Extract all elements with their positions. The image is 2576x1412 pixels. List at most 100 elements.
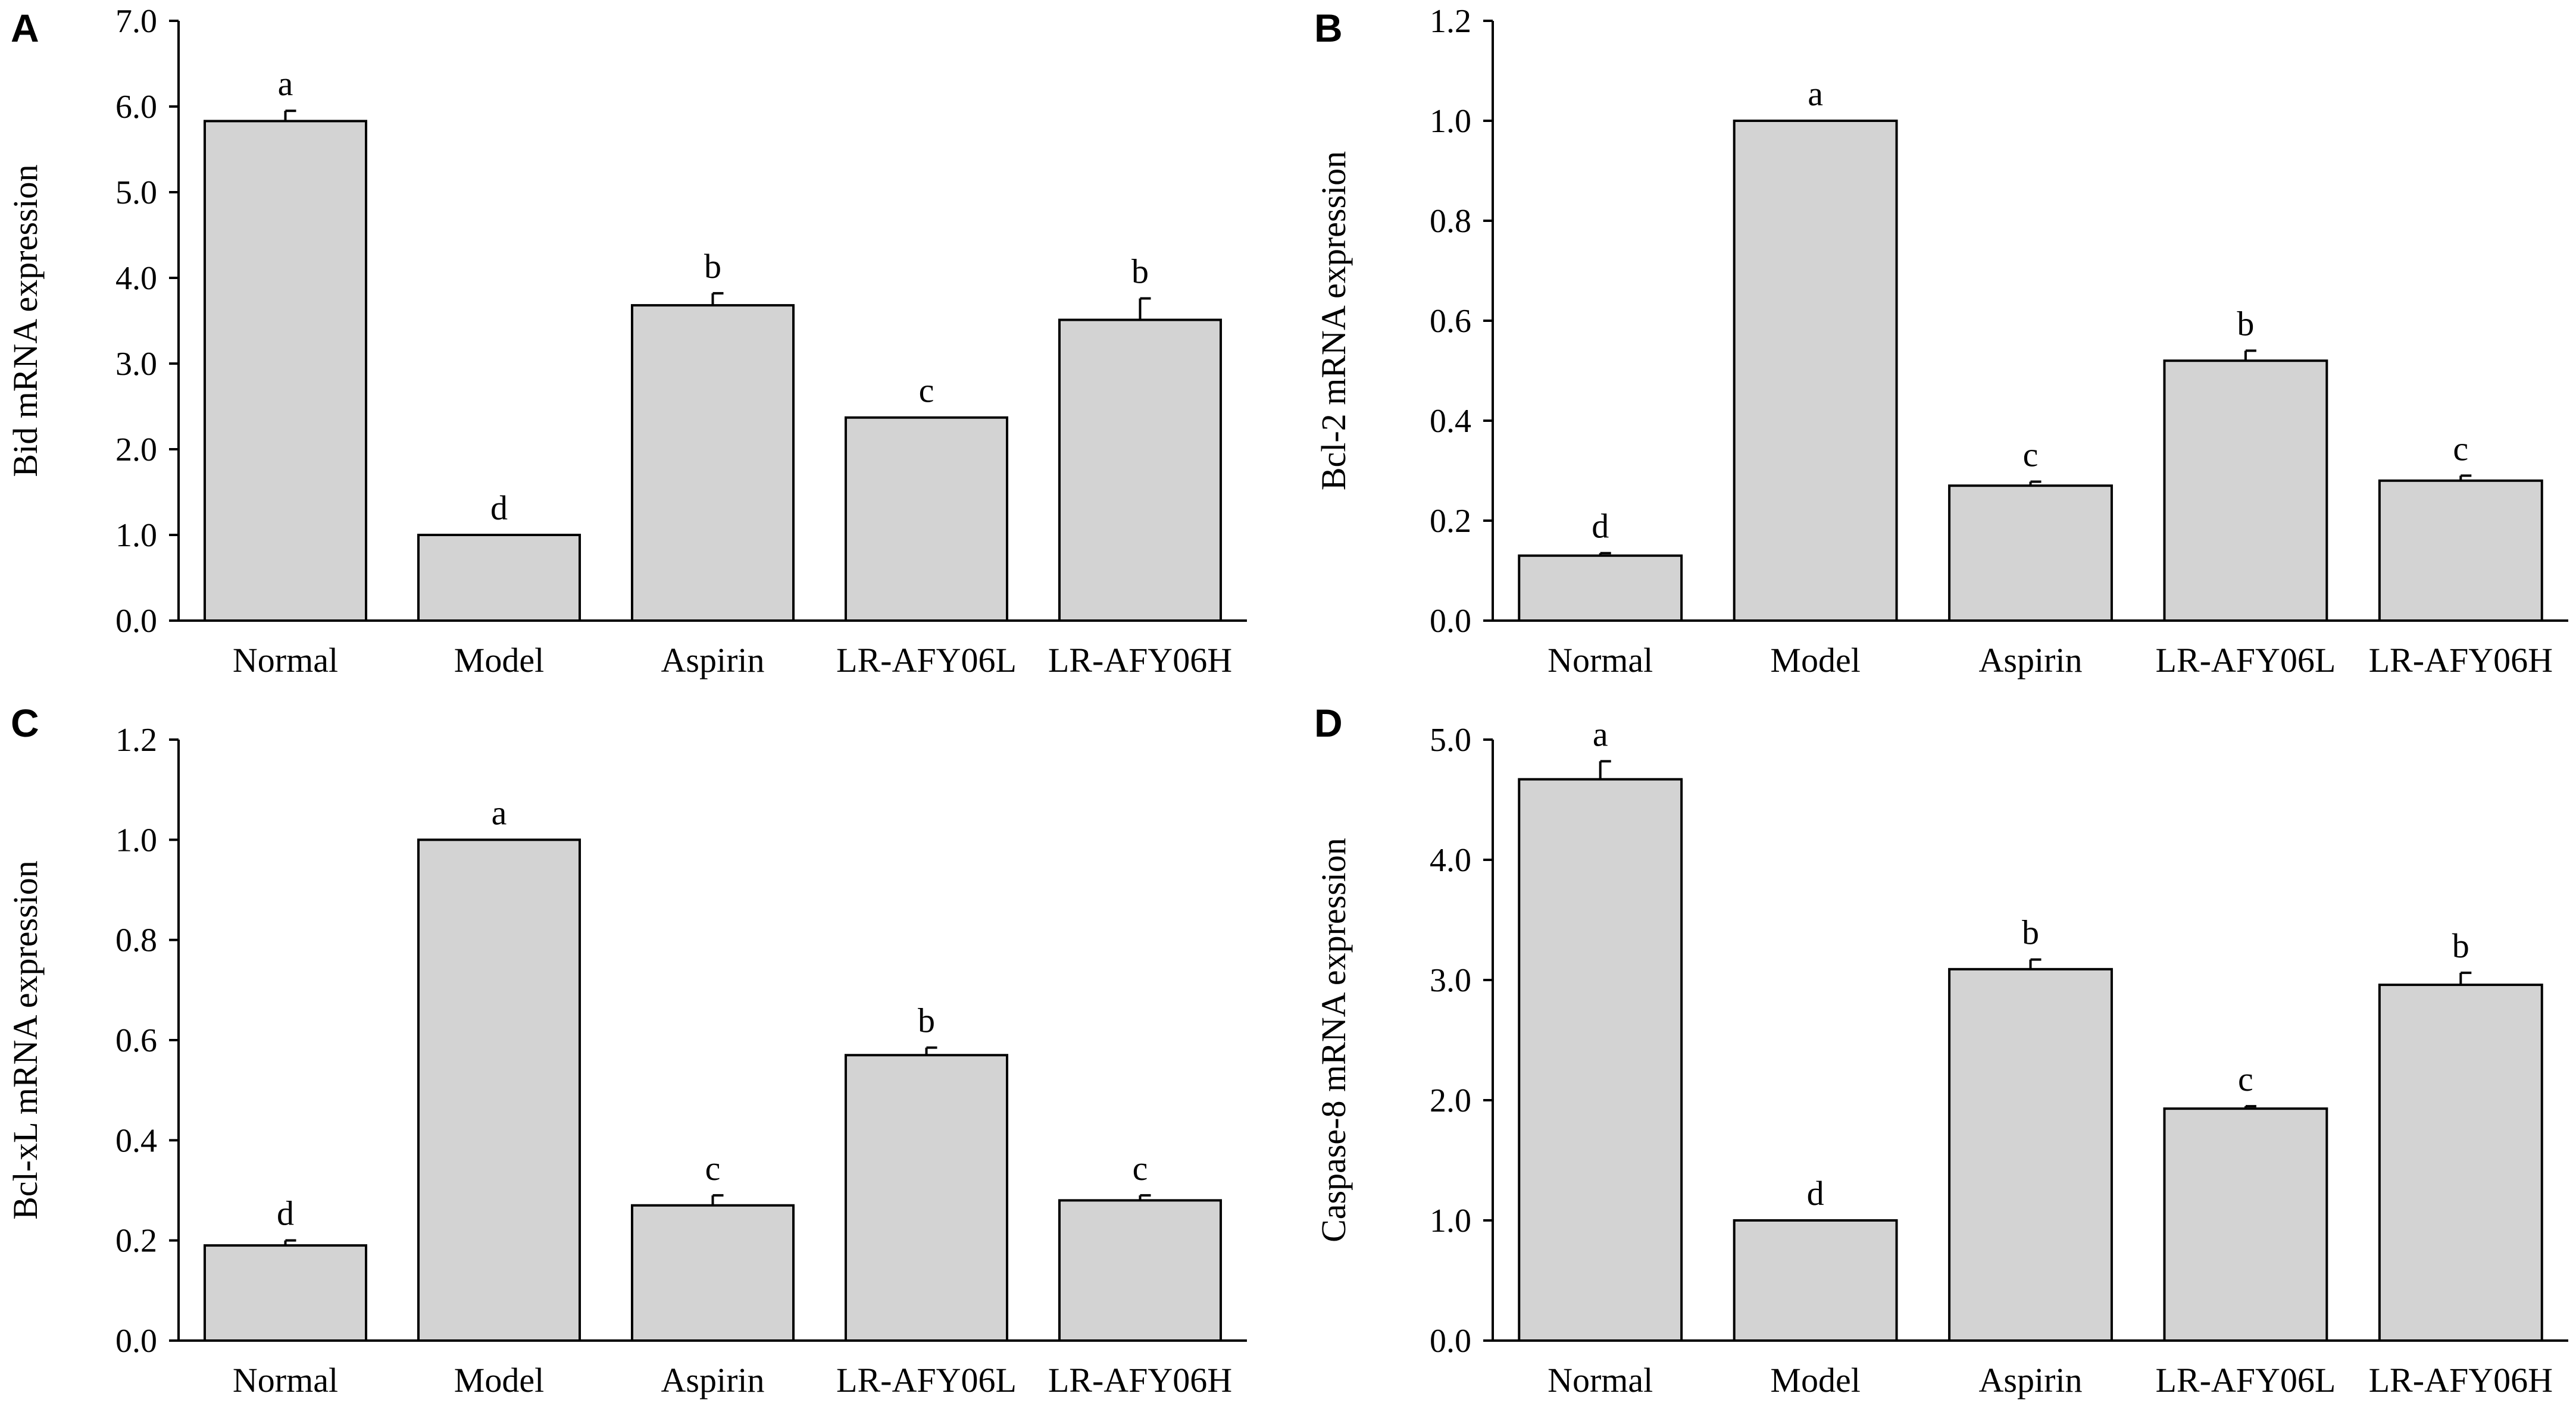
bar-aspirin: [630, 304, 795, 622]
x-tick-label: Model: [1770, 641, 1860, 680]
chart-panel-d: D 0.0 1.0 2.0 3.0 4.0 5.0 Caspase-8 mRNA expres…: [1314, 701, 2568, 1400]
bar-model: [417, 534, 582, 622]
y-tick-label: 5.0: [115, 174, 157, 211]
x-tick-label: Model: [1770, 1361, 1860, 1400]
x-tick-label: Aspirin: [1979, 1361, 2083, 1400]
y-tick-label: 1.0: [115, 822, 157, 859]
x-tick-label: Aspirin: [1979, 641, 2083, 680]
panel-letter: A: [11, 6, 39, 50]
y-tick-label: 0.6: [1430, 303, 1471, 340]
significance-letter: b: [2452, 926, 2469, 965]
y-tick-label: 0.8: [1430, 203, 1471, 240]
bar-model: [1733, 1219, 1898, 1342]
x-tick-label: LR-AFY06H: [2369, 641, 2553, 680]
y-tick-label: 2.0: [115, 431, 157, 468]
significance-letter: a: [1593, 715, 1608, 753]
y-tick-label: 4.0: [115, 260, 157, 297]
y-tick-label: 0.2: [1430, 503, 1471, 540]
significance-letter: c: [919, 371, 934, 410]
significance-letter: a: [492, 793, 507, 832]
significance-letter: b: [918, 1001, 935, 1040]
x-tick-label: LR-AFY06L: [836, 641, 1017, 680]
significance-letter: b: [1131, 252, 1149, 291]
y-tick-label: 5.0: [1430, 722, 1471, 759]
y-tick-label: 0.6: [115, 1022, 157, 1059]
bar-aspirin: [1948, 484, 2113, 622]
significance-letter: d: [490, 489, 508, 527]
bar-aspirin: [1948, 968, 2113, 1342]
x-tick-label: LR-AFY06H: [1048, 641, 1232, 680]
bar-model: [1733, 120, 1898, 622]
x-tick-label: Aspirin: [661, 1361, 765, 1400]
significance-letter: a: [1808, 74, 1823, 113]
significance-letter: c: [2023, 435, 2039, 474]
y-tick-label: 7.0: [115, 3, 157, 40]
y-tick-label: 0.0: [1430, 1323, 1471, 1360]
bar-lr-afy06l: [2163, 359, 2328, 622]
panel-letter: B: [1314, 6, 1343, 50]
x-tick-label: Aspirin: [661, 641, 765, 680]
bar-normal: [203, 120, 368, 622]
y-tick-label: 0.0: [115, 603, 157, 640]
x-tick-label: Normal: [233, 1361, 338, 1400]
significance-letter: c: [705, 1149, 721, 1188]
bar-model: [417, 838, 582, 1342]
x-tick-label: LR-AFY06L: [2155, 641, 2336, 680]
y-axis-title: Bid mRNA expression: [6, 164, 45, 477]
x-tick-label: LR-AFY06H: [1048, 1361, 1232, 1400]
significance-letter: a: [278, 64, 293, 103]
y-tick-label: 3.0: [1430, 962, 1471, 999]
x-tick-label: Normal: [1548, 1361, 1653, 1400]
bar-lr-afy06h: [1058, 1199, 1223, 1342]
x-tick-label: Normal: [233, 641, 338, 680]
significance-letter: d: [1807, 1174, 1824, 1213]
significance-letter: b: [2022, 913, 2039, 952]
y-axis-title: Caspase-8 mRNA expression: [1314, 838, 1353, 1242]
bar-lr-afy06h: [2378, 984, 2543, 1342]
y-tick-label: 0.4: [1430, 403, 1471, 440]
y-tick-label: 0.8: [115, 922, 157, 959]
bar-lr-afy06h: [2378, 479, 2543, 622]
panel-letter: C: [11, 701, 39, 745]
y-tick-label: 1.2: [115, 722, 157, 759]
significance-letter: b: [2237, 304, 2254, 343]
x-tick-label: Model: [454, 641, 544, 680]
x-tick-label: Normal: [1548, 641, 1653, 680]
bar-normal: [1518, 778, 1683, 1342]
y-tick-label: 0.4: [115, 1122, 157, 1159]
y-axis-title: Bcl-2 mRNA expression: [1314, 151, 1353, 490]
chart-panel-b: B 0.0 0.2 0.4 0.6 0.8 1.0 1.2 Bcl-2 mRNA express…: [1314, 3, 2568, 680]
significance-letter: c: [2453, 429, 2468, 468]
y-tick-label: 2.0: [1430, 1082, 1471, 1119]
y-tick-label: 6.0: [115, 89, 157, 126]
significance-letter: d: [277, 1194, 294, 1233]
significance-letter: d: [1592, 507, 1609, 546]
y-tick-label: 1.0: [1430, 1203, 1471, 1239]
x-tick-label: LR-AFY06H: [2369, 1361, 2553, 1400]
x-tick-label: LR-AFY06L: [2155, 1361, 2336, 1400]
significance-letter: c: [1133, 1149, 1148, 1188]
y-tick-label: 3.0: [115, 346, 157, 383]
chart-panel-c: C 0.0 0.2 0.4 0.6 0.8 1.0 1.2 Bcl-xL mRNA expres…: [6, 701, 1247, 1400]
significance-letter: b: [704, 247, 721, 286]
y-tick-label: 0.0: [115, 1323, 157, 1360]
bar-aspirin: [630, 1204, 795, 1342]
y-tick-label: 1.0: [115, 517, 157, 554]
chart-panel-a: A 0.0 1.0 2.0 3.0 4.0 5.0 6.0 7.0 Bid mRNA expres…: [6, 3, 1247, 680]
x-tick-label: LR-AFY06L: [836, 1361, 1017, 1400]
x-tick-label: Model: [454, 1361, 544, 1400]
bar-lr-afy06l: [2163, 1107, 2328, 1342]
y-tick-label: 0.2: [115, 1223, 157, 1260]
bar-normal: [203, 1244, 368, 1342]
y-tick-label: 0.0: [1430, 603, 1471, 640]
bar-lr-afy06l: [844, 1054, 1009, 1342]
bar-lr-afy06h: [1058, 318, 1223, 622]
significance-letter: c: [2238, 1060, 2253, 1098]
y-axis-title: Bcl-xL mRNA expression: [6, 860, 45, 1220]
bar-lr-afy06l: [844, 416, 1009, 622]
panels: A 0.0 1.0 2.0 3.0 4.0 5.0 6.0 7.0 Bid mRNA expres…: [6, 3, 2568, 1400]
panel-letter: D: [1314, 701, 1343, 745]
y-tick-label: 4.0: [1430, 842, 1471, 879]
y-tick-label: 1.2: [1430, 3, 1471, 40]
